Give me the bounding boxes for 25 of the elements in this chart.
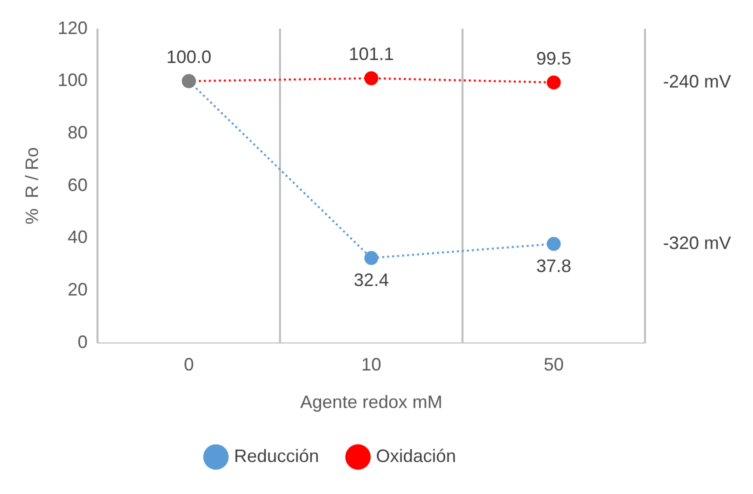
y-axis-title: % R / Ro (22, 147, 42, 224)
point (546, 75, 561, 90)
y-tick-label: 120 (58, 18, 88, 38)
y-tick-label: 40 (68, 227, 88, 248)
text: -240 mV (663, 71, 732, 92)
data-label: 99.5 (536, 48, 572, 68)
y-tick-label: 0 (78, 332, 88, 352)
x-tick-label: 10 (361, 354, 382, 375)
y-tick-label: 80 (68, 122, 88, 142)
legend-label: Oxidación (376, 446, 456, 466)
x-axis-title: Agente redox mM (300, 392, 442, 412)
data-label: 101.1 (348, 44, 394, 64)
text: -320 mV (663, 232, 732, 253)
y-tick-label: 60 (68, 174, 88, 195)
data-label: 100.0 (166, 47, 212, 68)
data-label: 37.8 (536, 256, 572, 276)
legend-label: Reducción (234, 446, 320, 466)
point (364, 251, 378, 266)
point (546, 236, 561, 251)
y-tick-label: 100 (58, 70, 88, 90)
data-label: 32.4 (354, 270, 389, 290)
x-tick-label: 0 (184, 354, 194, 375)
x-tick-label: 50 (544, 354, 564, 375)
point (364, 71, 378, 86)
y-tick-label: 20 (68, 279, 88, 300)
